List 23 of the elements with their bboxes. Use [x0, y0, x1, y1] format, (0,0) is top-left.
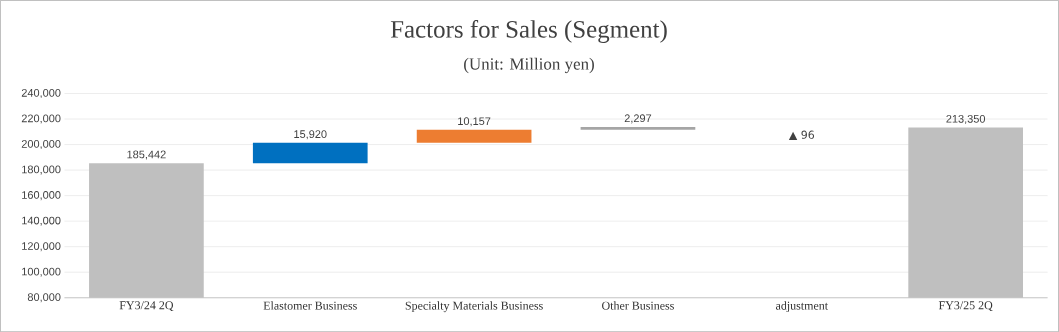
y-tick-label: 180,000 — [22, 165, 61, 175]
y-tick-label: 80,000 — [27, 293, 61, 303]
data-label: 2,297 — [624, 114, 652, 124]
x-tick-label: FY3/24 2Q — [119, 301, 174, 312]
chart-title: Factors for Sales (Segment) — [390, 19, 667, 43]
y-tick-label: 100,000 — [22, 267, 61, 277]
x-tick-label: Specialty Materials Business — [405, 301, 543, 313]
x-tick-label: adjustment — [775, 301, 828, 313]
y-tick-label: 200,000 — [21, 139, 61, 150]
y-tick-label: 140,000 — [22, 216, 61, 226]
x-tick-label: Elastomer Business — [263, 301, 357, 310]
y-tick-label: 160,000 — [22, 191, 61, 201]
data-label: 15,920 — [294, 130, 327, 140]
data-label: ▲ 96 — [788, 130, 815, 140]
x-tick-label: FY3/25 2Q — [938, 301, 993, 312]
y-tick-label: 240,000 — [21, 88, 61, 98]
chart-subtitle: (Unit: Million yen) — [464, 57, 594, 74]
x-tick-label: Other Business — [602, 301, 674, 310]
data-label: 185,442 — [127, 150, 166, 160]
data-label: 213,350 — [946, 114, 986, 124]
data-label: 10,157 — [458, 117, 491, 127]
y-tick-label: 120,000 — [22, 242, 61, 252]
y-tick-label: 220,000 — [21, 114, 61, 124]
